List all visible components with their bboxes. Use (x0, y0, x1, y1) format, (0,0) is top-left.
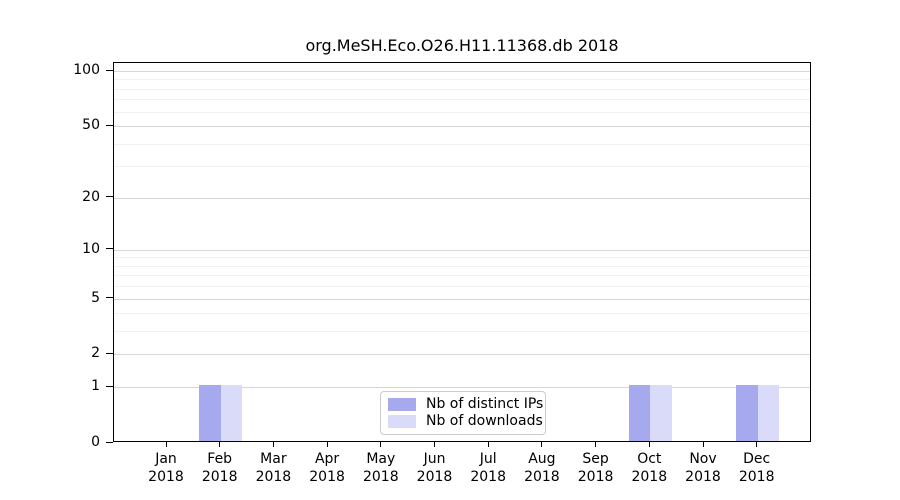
x-tick-mark (595, 442, 597, 447)
y-tick-mark (106, 297, 113, 299)
major-gridline (114, 387, 810, 389)
y-tick-label: 10 (82, 240, 100, 257)
x-tick-month: Apr (314, 451, 340, 467)
minor-gridline (114, 79, 810, 81)
legend-label-distinct-ips: Nb of distinct IPs (426, 396, 544, 412)
bar-distinct-ips (199, 385, 221, 441)
x-tick-month: Mar (260, 451, 287, 467)
x-tick-mark (541, 442, 543, 447)
minor-gridline (114, 286, 810, 288)
minor-gridline (114, 275, 810, 277)
minor-gridline (114, 88, 810, 90)
x-tick-mark (487, 442, 489, 447)
bar-distinct-ips (736, 385, 758, 441)
x-tick-year: 2018 (470, 469, 506, 485)
x-tick-mark (434, 442, 435, 447)
x-tick-year: 2018 (685, 469, 721, 485)
y-tick-label: 2 (91, 345, 100, 362)
y-tick-mark (106, 124, 113, 126)
x-tick-label: Jan 2018 (131, 450, 201, 486)
x-tick-year: 2018 (201, 469, 238, 485)
x-tick-year: 2018 (631, 469, 668, 485)
x-tick-label: Apr 2018 (292, 450, 362, 486)
y-tick-mark (106, 441, 113, 443)
x-tick-month: Jul (479, 451, 497, 467)
x-tick-year: 2018 (309, 469, 345, 485)
minor-gridline (114, 111, 810, 113)
legend: Nb of distinct IPs Nb of downloads (380, 391, 546, 435)
major-gridline (114, 197, 810, 199)
x-tick-mark (326, 442, 328, 447)
plot-area: Nb of distinct IPs Nb of downloads (113, 62, 811, 442)
legend-item-distinct-ips: Nb of distinct IPs (388, 397, 543, 412)
x-tick-month: Aug (528, 451, 556, 467)
x-tick-label: Jun 2018 (400, 450, 470, 486)
minor-gridline (114, 99, 810, 101)
y-tick-label: 20 (82, 188, 100, 205)
x-tick-year: 2018 (577, 469, 614, 485)
x-tick-month: Feb (207, 451, 233, 467)
x-tick-mark (702, 442, 704, 447)
major-gridline (114, 126, 810, 128)
x-tick-month: Jun (423, 451, 446, 467)
y-tick-mark (106, 385, 113, 387)
bar-downloads (220, 385, 243, 441)
x-tick-label: Aug 2018 (507, 450, 577, 486)
x-tick-year: 2018 (416, 469, 453, 485)
x-tick-label: Dec 2018 (722, 450, 792, 486)
x-tick-year: 2018 (362, 469, 399, 485)
minor-gridline (114, 166, 810, 168)
x-tick-month: Sep (582, 451, 609, 467)
x-tick-label: Oct 2018 (614, 450, 684, 486)
x-tick-month: Jan (155, 451, 177, 467)
major-gridline (114, 298, 810, 300)
bar-downloads (757, 385, 780, 441)
minor-gridline (114, 143, 810, 145)
x-tick-label: Sep 2018 (561, 450, 631, 486)
x-tick-label: Mar 2018 (238, 450, 308, 486)
minor-gridline (114, 257, 810, 259)
x-tick-mark (648, 442, 650, 447)
legend-swatch-downloads-icon (388, 415, 416, 428)
major-gridline (114, 249, 810, 251)
chart-title: org.MeSH.Eco.O26.H11.11368.db 2018 (305, 36, 619, 55)
bar-downloads (650, 385, 672, 441)
bar-distinct-ips (628, 385, 651, 441)
legend-item-downloads: Nb of downloads (388, 414, 543, 429)
y-tick-label: 5 (91, 289, 100, 306)
x-tick-label: Jul 2018 (453, 450, 523, 486)
x-tick-mark (165, 442, 167, 447)
x-tick-mark (219, 442, 221, 447)
x-tick-mark (756, 442, 758, 447)
minor-gridline (114, 331, 810, 333)
x-tick-mark (272, 442, 274, 447)
major-gridline (114, 354, 810, 356)
x-tick-year: 2018 (255, 469, 292, 485)
x-tick-month: Oct (637, 451, 662, 467)
x-tick-label: May 2018 (346, 450, 416, 486)
x-tick-month: Dec (743, 451, 771, 467)
y-tick-mark (106, 248, 113, 250)
legend-label-downloads: Nb of downloads (426, 413, 543, 429)
x-tick-month: May (366, 451, 396, 467)
x-tick-label: Nov 2018 (668, 450, 738, 486)
y-tick-label: 50 (82, 117, 100, 134)
x-tick-month: Nov (689, 451, 717, 467)
x-tick-mark (380, 442, 382, 447)
y-tick-mark (106, 69, 113, 71)
y-tick-mark (106, 196, 113, 198)
legend-swatch-distinct-ips-icon (388, 398, 416, 411)
minor-gridline (114, 313, 810, 315)
y-tick-label: 1 (91, 378, 100, 395)
y-tick-label: 100 (73, 62, 100, 78)
y-tick-label: 0 (91, 434, 100, 450)
x-tick-year: 2018 (148, 469, 184, 485)
major-gridline (114, 71, 810, 72)
x-tick-label: Feb 2018 (185, 450, 255, 486)
minor-gridline (114, 265, 810, 267)
x-tick-year: 2018 (738, 469, 775, 485)
x-tick-year: 2018 (524, 469, 560, 485)
y-tick-mark (106, 352, 113, 354)
